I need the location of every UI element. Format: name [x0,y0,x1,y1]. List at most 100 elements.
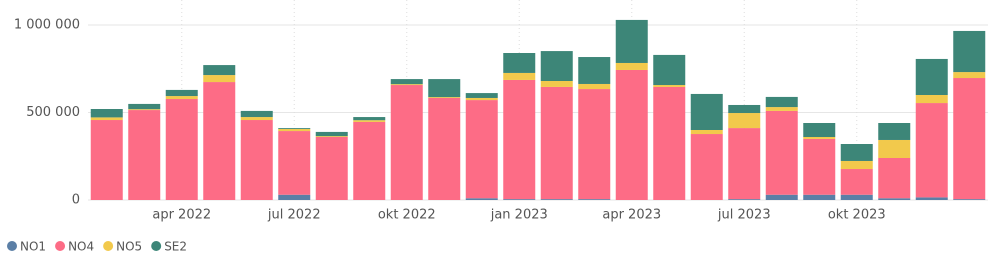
bar-segment [728,128,761,200]
bar-segment [578,83,611,90]
bar-segment [803,123,836,137]
bar-segment [503,72,536,80]
bar-segment [953,30,986,73]
y-tick-label: 1 000 000 [14,18,80,33]
bar-segment [353,117,386,121]
x-tick-label: jul 2023 [717,208,771,223]
x-tick-label: okt 2022 [378,208,436,223]
bar-segment [953,199,986,200]
bar-segment [578,199,611,200]
bar-segment [240,110,273,118]
bar-segment [165,89,198,97]
legend-marker [55,241,66,251]
bar-segment [465,97,498,101]
bar-segment [578,57,611,84]
bar-segment [615,19,648,63]
bar-segment [390,84,423,86]
bar-segment [690,134,723,200]
bar-segment [615,69,648,200]
bar-segment [465,100,498,199]
legend-label: NO1 [20,240,46,254]
bar-segment [803,138,836,195]
bar-segment [465,93,498,98]
bar-segment [428,97,461,98]
bar-segment [390,79,423,85]
legend-label: SE2 [164,240,187,254]
bar-segment [503,79,536,200]
bar-segment [128,103,161,110]
x-tick-label: apr 2022 [152,208,211,223]
legend-marker [151,241,162,251]
y-tick-label: 0 [72,193,80,208]
bar-segment [878,139,911,158]
legend: NO1 NO4 NO5 SE2 [7,240,187,254]
bar-segment [915,95,948,104]
bar-segment [90,117,123,121]
bar-segment [540,86,573,200]
legend-marker [7,241,17,251]
bar-segment [878,158,911,199]
bar-segment [840,144,873,161]
bar-segment [653,54,686,86]
bar-segment [203,65,236,76]
bar-segment [390,85,423,200]
bar-segment [128,109,161,111]
bar-segment [278,131,311,195]
bar-segment [278,128,311,132]
bar-segment [878,198,911,200]
bar-segment [165,99,198,200]
bar-segment [540,51,573,81]
bar-segment [540,199,573,200]
bar-segment [728,113,761,129]
bar-segment [278,128,311,129]
bar-segment [428,79,461,98]
bar-segment [803,194,836,200]
legend-marker [103,241,114,251]
bar-segment [315,131,348,137]
bar-segment [915,58,948,95]
bar-segment [128,110,161,200]
bar-segment [803,137,836,139]
bar-segment [90,109,123,118]
bar-segment [728,104,761,114]
bar-segment [240,117,273,121]
bar-segment [503,199,536,200]
legend-label: NO4 [68,240,94,254]
bar-segment [203,75,236,83]
bar-segment [840,169,873,195]
bar-segment [465,198,498,200]
bar-segment [728,199,761,200]
bar-segment [615,62,648,70]
bar-segment [765,194,798,200]
bar-segment [765,107,798,111]
bar-segment [840,194,873,200]
bar-segment [540,81,573,87]
x-tick-label: apr 2023 [602,208,661,223]
x-tick-label: jan 2023 [490,208,548,223]
bar-segment [203,82,236,200]
bar-segment [315,137,348,200]
legend-label: NO5 [116,240,142,254]
bar-segment [240,120,273,200]
bar-segment [353,120,386,122]
x-tick-label: jul 2022 [267,208,321,223]
x-tick-label: okt 2023 [828,208,886,223]
y-tick-label: 500 000 [26,105,80,120]
bar-segment [428,97,461,200]
bar-segment [953,78,986,200]
bar-segment [953,72,986,79]
bar-segment [765,110,798,195]
bar-segment [690,130,723,135]
bar-segment [278,194,311,200]
bar-segment [878,123,911,140]
bar-segment [690,93,723,130]
bar-segment [915,197,948,200]
bar-segment [165,96,198,100]
bar-segment [840,160,873,170]
bar-segment [653,86,686,200]
bar-segment [653,85,686,87]
bar-segment [315,136,348,137]
bar-segment [353,121,386,200]
bar-segment [915,103,948,198]
